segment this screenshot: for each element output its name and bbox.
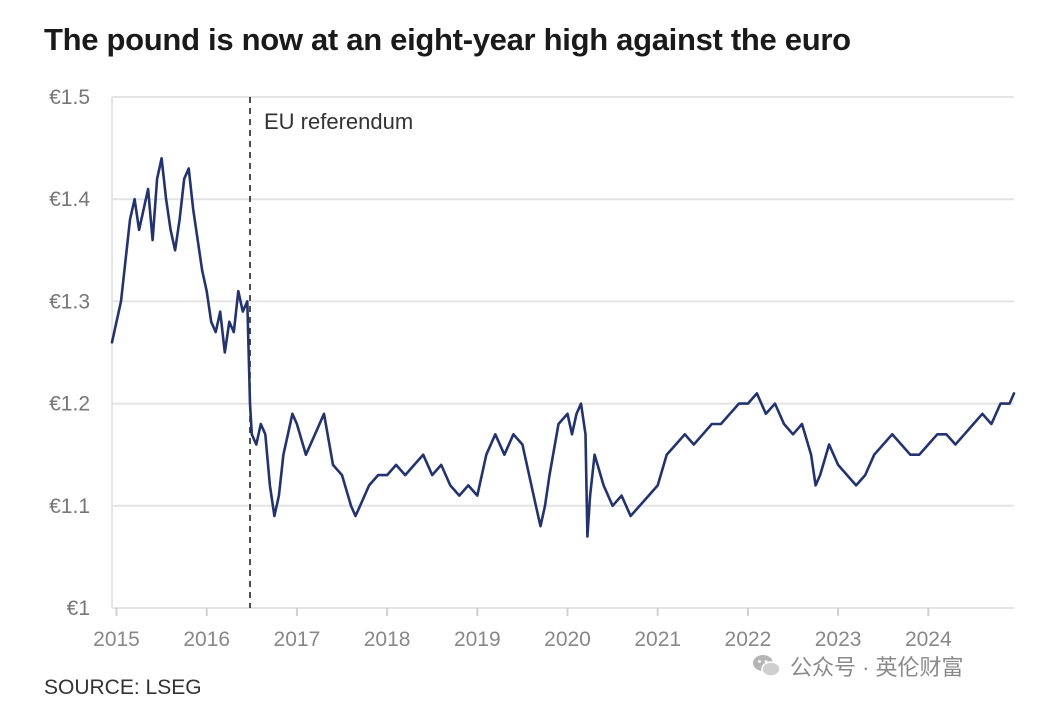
x-tick-label: 2015 <box>93 628 140 651</box>
source-note: SOURCE: LSEG <box>44 676 202 699</box>
y-tick-label: €1.5 <box>49 86 90 109</box>
x-tick-label: 2023 <box>815 628 862 651</box>
x-tick-label: 2021 <box>634 628 681 651</box>
series-group <box>110 157 1016 538</box>
x-tick-label: 2017 <box>274 628 321 651</box>
x-tick-label: 2022 <box>725 628 772 651</box>
gbp-eur-series-line <box>110 157 1016 538</box>
chart-title: The pound is now at an eight-year high a… <box>44 22 851 57</box>
referendum-label: EU referendum <box>264 109 413 134</box>
y-tick-label: €1.2 <box>49 393 90 416</box>
reference-line-group: EU referendum <box>249 97 413 608</box>
y-tick-label: €1.4 <box>49 188 90 211</box>
wechat-icon <box>753 655 781 677</box>
y-tick-label: €1 <box>67 597 90 620</box>
y-tick-label: €1.1 <box>49 495 90 518</box>
x-tick-label: 2024 <box>905 628 952 651</box>
watermark-text: 公众号 · 英伦财富 <box>790 655 964 680</box>
x-tick-label: 2019 <box>454 628 501 651</box>
x-tick-label: 2018 <box>364 628 411 651</box>
x-tick-label: 2016 <box>183 628 230 651</box>
watermark: 公众号 · 英伦财富 <box>752 650 964 682</box>
x-tick-label: 2020 <box>544 628 591 651</box>
y-tick-label: €1.3 <box>49 290 90 313</box>
gridlines <box>111 96 1014 609</box>
